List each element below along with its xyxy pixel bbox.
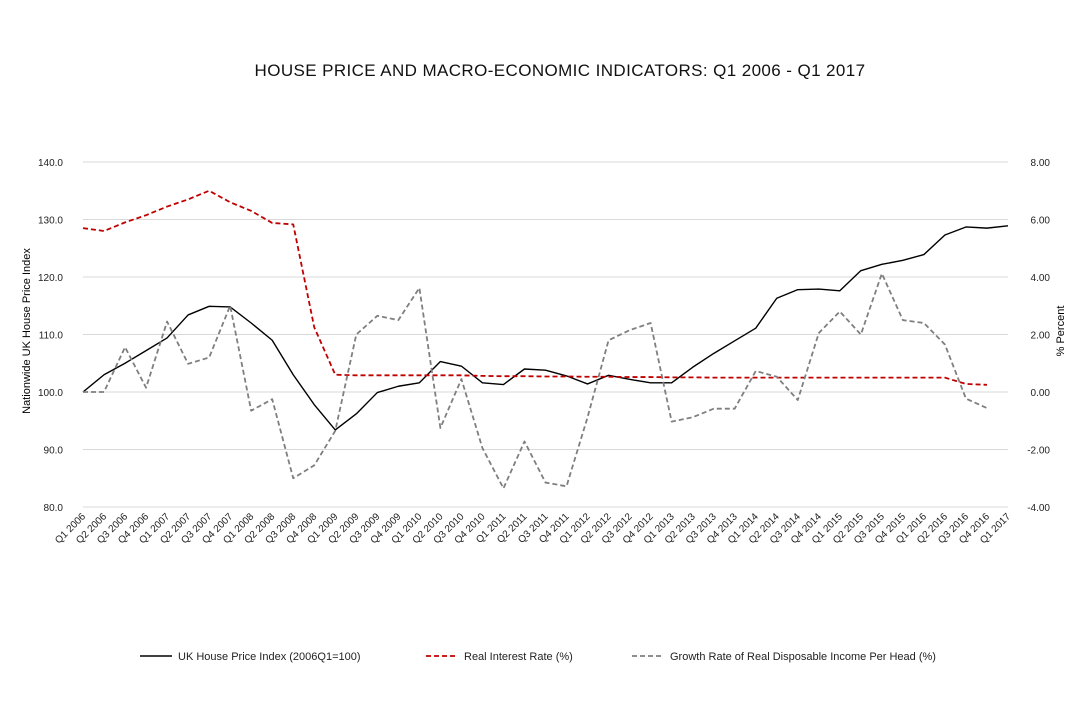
legend-label: Real Interest Rate (%) <box>464 651 573 663</box>
y2-tick-label: 0.00 <box>1031 388 1051 399</box>
y2-tick-label: 8.00 <box>1031 158 1051 169</box>
y2-tick-label: 4.00 <box>1031 273 1051 284</box>
gridlines <box>83 161 1008 508</box>
legend-label: UK House Price Index (2006Q1=100) <box>178 651 361 663</box>
y2-tick-label: -4.00 <box>1027 503 1050 514</box>
legend: UK House Price Index (2006Q1=100) Real In… <box>140 651 936 663</box>
y2-tick-label: 2.00 <box>1031 331 1051 342</box>
series-line-3 <box>83 272 988 490</box>
axes: 80.0 90.0 100.0 110.0 120.0 130.0 140.0 -4.00 -2… <box>38 158 1050 546</box>
series-line-1 <box>82 225 1009 431</box>
series-line-2 <box>82 189 988 386</box>
y2-tick-label: 6.00 <box>1031 216 1051 227</box>
legend-label: Growth Rate of Real Disposable Income Pe… <box>670 651 936 663</box>
y-tick-label: 140.0 <box>38 158 63 169</box>
y-tick-label: 110.0 <box>39 331 64 342</box>
series-lines <box>82 189 1009 490</box>
y-tick-label: 130.0 <box>38 216 63 227</box>
y-axis-label: Nationwide UK House Price Index <box>21 248 33 414</box>
y-tick-label: 80.0 <box>44 503 64 514</box>
y2-axis-label: % Percent <box>1055 306 1067 357</box>
y-tick-label: 120.0 <box>38 273 63 284</box>
y-tick-label: 90.0 <box>44 446 64 457</box>
chart-title: HOUSE PRICE AND MACRO-ECONOMIC INDICATOR… <box>255 61 866 80</box>
y2-tick-label: -2.00 <box>1027 446 1050 457</box>
y-tick-label: 100.0 <box>38 388 63 399</box>
